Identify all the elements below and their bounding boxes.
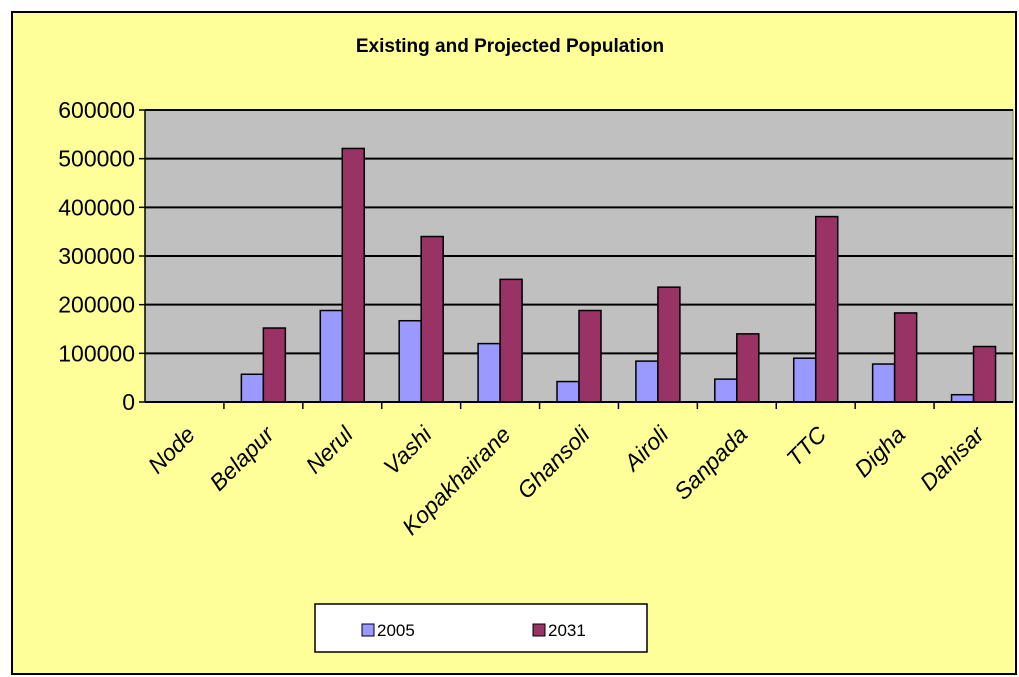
gridlines	[145, 109, 1013, 355]
bar-2005-ttc	[792, 357, 817, 403]
bar-2005-vashi	[398, 319, 422, 403]
y-tick-label: 500000	[58, 146, 135, 172]
bar-2031-airoli	[657, 286, 681, 403]
bar-2005-airoli	[635, 360, 659, 403]
legend-swatch-2031	[532, 623, 546, 637]
legend-swatch-2005	[361, 623, 375, 637]
bar-2005-ghansoli	[556, 380, 580, 403]
chart-title: Existing and Projected Population	[356, 36, 664, 57]
bar-2005-kopakhairane	[477, 342, 501, 403]
bar-2005-dahisar	[950, 393, 975, 403]
y-tick-label: 400000	[58, 194, 135, 220]
bar-2031-kopakhairane	[499, 278, 523, 403]
bar-2031-belapur	[262, 327, 287, 403]
bar-2005-sanpada	[714, 378, 738, 403]
y-tick-label: 0	[122, 389, 135, 415]
y-axis: 0 100000 200000 300000 400000 500000 600000	[58, 97, 146, 415]
bar-2031-nerul	[341, 147, 366, 403]
bar-2031-ttc	[814, 215, 839, 403]
bar-2005-nerul	[319, 309, 344, 403]
y-tick-label: 600000	[58, 97, 135, 123]
bar-2005-belapur	[240, 373, 265, 403]
bar-2031-sanpada	[736, 333, 760, 403]
bar-2005-digha	[871, 363, 896, 403]
bar-2031-ghansoli	[578, 309, 602, 403]
y-tick-label: 300000	[58, 243, 135, 269]
bar-2031-vashi	[420, 235, 444, 403]
y-tick-label: 100000	[58, 340, 135, 366]
y-tick-label: 200000	[58, 292, 135, 318]
legend-label-2005: 2005	[377, 621, 415, 640]
bar-2031-digha	[893, 312, 918, 403]
legend: 2005 2031	[314, 603, 648, 653]
legend-label-2031: 2031	[548, 621, 586, 640]
bar-2031-dahisar	[972, 345, 997, 403]
